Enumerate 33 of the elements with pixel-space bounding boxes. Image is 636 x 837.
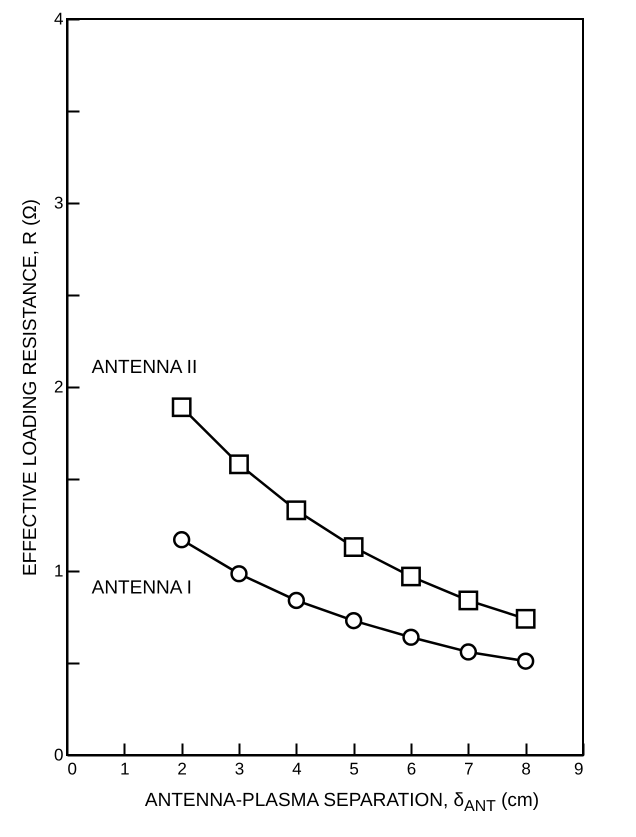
x-tick-label: 6: [406, 760, 416, 778]
y-tick-label: 0: [54, 746, 64, 764]
x-tick-label: 2: [177, 760, 187, 778]
point: [345, 612, 362, 630]
y-tick-label: 4: [54, 10, 64, 28]
y-tick-label: 2: [54, 378, 64, 396]
point: [402, 628, 420, 646]
point: [516, 608, 536, 629]
point: [401, 566, 421, 586]
x-tick-label: 4: [292, 760, 302, 778]
x-tick-label: 3: [234, 760, 244, 778]
y-tick-label: 1: [54, 562, 64, 580]
y-axis-title: EFFECTIVE LOADING RESISTANCE, R (Ω): [20, 198, 42, 576]
y-tick-label: 3: [54, 194, 64, 212]
x-tick-label: 8: [521, 760, 531, 778]
point: [229, 454, 249, 474]
x-tick-label: 0: [68, 760, 77, 778]
series-label: ANTENNA II: [92, 357, 198, 378]
point: [286, 500, 306, 520]
x-tick-label: 7: [464, 760, 474, 778]
point: [172, 397, 192, 418]
x-tick-label: 1: [120, 760, 130, 778]
point: [173, 531, 190, 548]
point: [460, 643, 477, 661]
x-tick-label: 5: [349, 760, 359, 778]
point: [230, 565, 248, 582]
point: [344, 537, 364, 557]
point: [517, 652, 534, 670]
point: [288, 592, 305, 610]
x-tick-label: 9: [574, 760, 584, 778]
series-label: ANTENNA I: [92, 578, 192, 599]
x-axis-title: ANTENNA-PLASMA SEPARATION, δ$_{ANT}$ (cm): [144, 790, 540, 816]
point: [458, 590, 478, 610]
